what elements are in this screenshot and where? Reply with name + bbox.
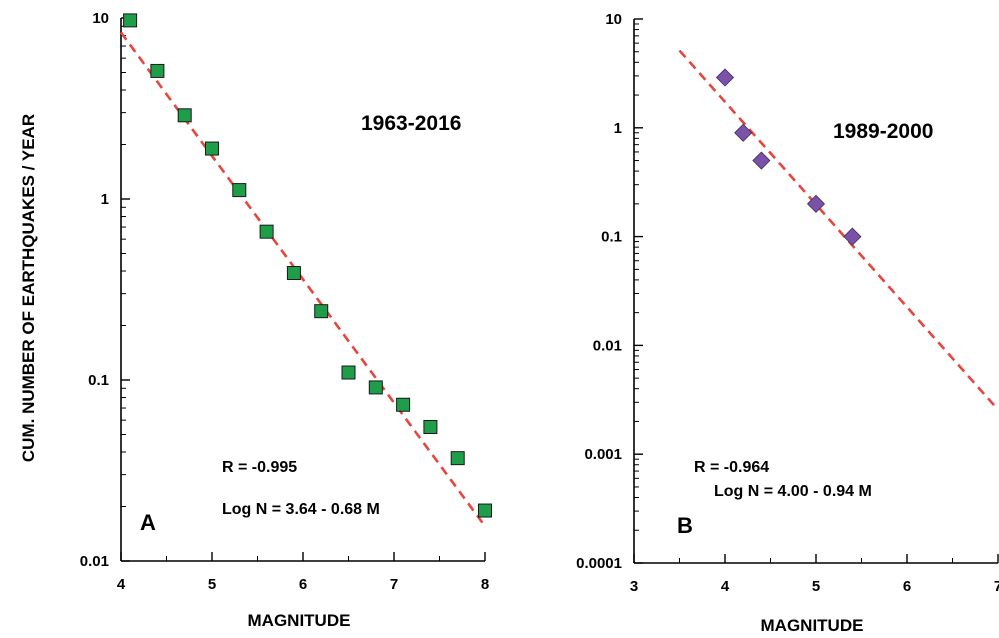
- panel-b-y-tick-label: 0.0001: [576, 555, 622, 572]
- panel-b-r-value: R = -0.964: [694, 459, 769, 476]
- panel-a-data-point: [123, 13, 138, 28]
- panel-a-x-tick-label: 8: [481, 576, 489, 593]
- panel-a-period: 1963-2016: [361, 112, 461, 135]
- panel-b-data-point: [806, 194, 826, 213]
- panel-b-y-tick-label: 0.1: [601, 229, 622, 246]
- panel-b-x-tick-label: 6: [903, 578, 911, 595]
- panel-a-letter: A: [140, 510, 156, 535]
- panel-a-data-point: [150, 63, 165, 78]
- panel-a-equation: Log N = 3.64 - 0.68 M: [222, 501, 380, 518]
- panel-a-data-point: [478, 503, 492, 518]
- panel-a-data-point: [423, 419, 438, 434]
- panel-a-points: [123, 13, 492, 518]
- panel-b-x-tick-label: 5: [812, 578, 820, 595]
- panel-a-data-point: [396, 397, 411, 412]
- panel-b-fit-line: [678, 49, 998, 410]
- panel-b-period: 1989-2000: [833, 120, 933, 143]
- panel-a-y-tick-label: 0.01: [80, 553, 109, 570]
- panel-a-r-value: R = -0.995: [222, 459, 297, 476]
- panel-a-data-point: [341, 365, 356, 380]
- panel-b-x-tick-label: 4: [721, 578, 730, 595]
- panel-b-fit: [678, 49, 998, 410]
- panel-a-fit: [119, 31, 486, 526]
- panel-a-x-axis-title: MAGNITUDE: [248, 611, 351, 630]
- panel-b-y-tick-label: 0.001: [584, 446, 622, 463]
- panel-a-y-tick-label: 10: [92, 10, 109, 27]
- y-axis-title: CUM. NUMBER OF EARTHQUAKES / YEAR: [19, 114, 38, 462]
- panel-a-data-point: [177, 108, 192, 123]
- panel-a-data-point: [314, 304, 329, 319]
- panel-b: 0.0001 0.001 0.01 0.1 1 10 3 4 5 6 7 1989-2000 R =…: [576, 11, 999, 635]
- panel-a-data-point: [368, 380, 383, 395]
- panel-a-axes: 0.01 0.1 1 10 4 5 6 7 8: [80, 10, 489, 593]
- panel-a-x-tick-label: 4: [117, 576, 126, 593]
- panel-b-data-point: [734, 123, 753, 142]
- panel-b-data-point: [715, 68, 735, 87]
- panel-b-equation: Log N = 4.00 - 0.94 M: [714, 483, 872, 500]
- panel-b-axes: 0.0001 0.001 0.01 0.1 1 10 3 4 5 6 7: [576, 11, 999, 595]
- panel-b-x-tick-label: 7: [994, 578, 999, 595]
- panel-b-letter: B: [677, 513, 693, 538]
- panel-a-x-tick-label: 5: [208, 576, 216, 593]
- panel-a-data-point: [259, 224, 274, 239]
- panel-a-data-point: [205, 141, 219, 156]
- panel-a: 0.01 0.1 1 10 4 5 6 7 8 1963-2016 R = -0.995 Log…: [80, 10, 492, 630]
- panel-a-x-tick-label: 6: [299, 576, 307, 593]
- panel-b-points: [715, 68, 862, 246]
- panel-b-data-point: [752, 151, 771, 170]
- panel-a-x-tick-label: 7: [390, 576, 398, 593]
- panel-b-y-tick-label: 10: [605, 11, 622, 28]
- panel-b-y-tick-label: 0.01: [593, 337, 622, 354]
- panel-a-data-point: [450, 451, 465, 466]
- panel-a-y-tick-label: 0.1: [88, 372, 109, 389]
- panel-a-fit-line: [119, 31, 486, 526]
- panel-a-data-point: [286, 266, 301, 281]
- panel-b-x-tick-label: 3: [630, 578, 638, 595]
- panel-b-data-point: [843, 227, 862, 246]
- panel-b-y-tick-label: 1: [614, 120, 622, 137]
- panel-b-x-axis-title: MAGNITUDE: [761, 616, 864, 635]
- panel-a-y-tick-label: 1: [101, 191, 109, 208]
- panel-a-data-point: [232, 183, 247, 198]
